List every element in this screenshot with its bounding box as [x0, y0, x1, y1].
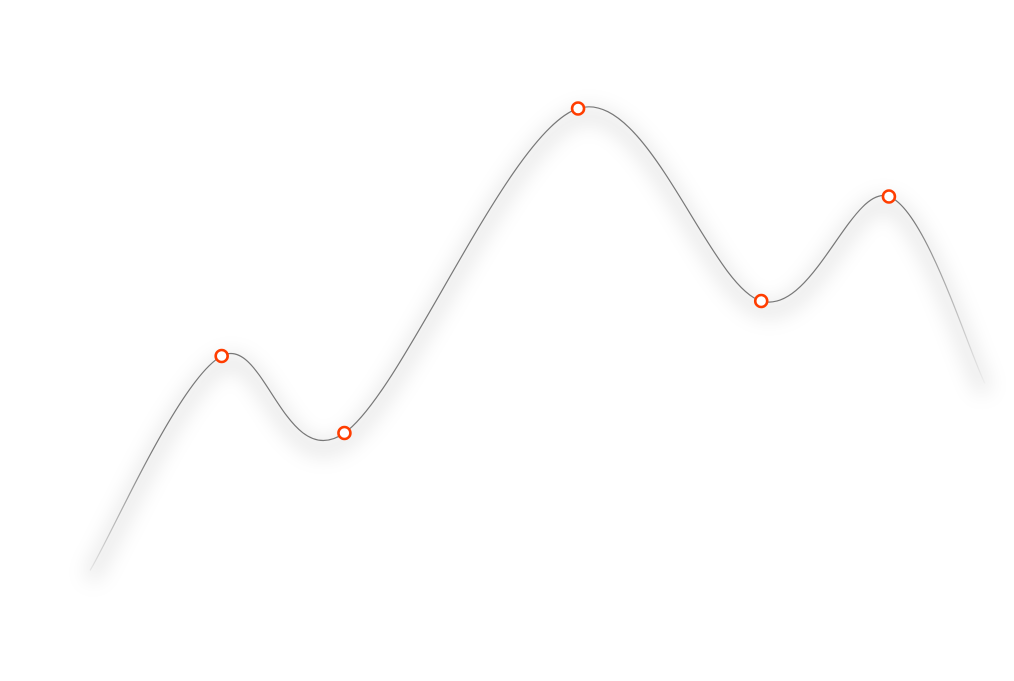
series-line: [89, 106, 986, 571]
series-line-shadow: [84, 107, 992, 583]
data-point-marker[interactable]: [337, 425, 352, 441]
data-point-marker[interactable]: [753, 293, 769, 309]
data-point-marker[interactable]: [214, 348, 229, 364]
data-point-marker[interactable]: [881, 189, 897, 204]
data-point-marker[interactable]: [570, 101, 586, 116]
